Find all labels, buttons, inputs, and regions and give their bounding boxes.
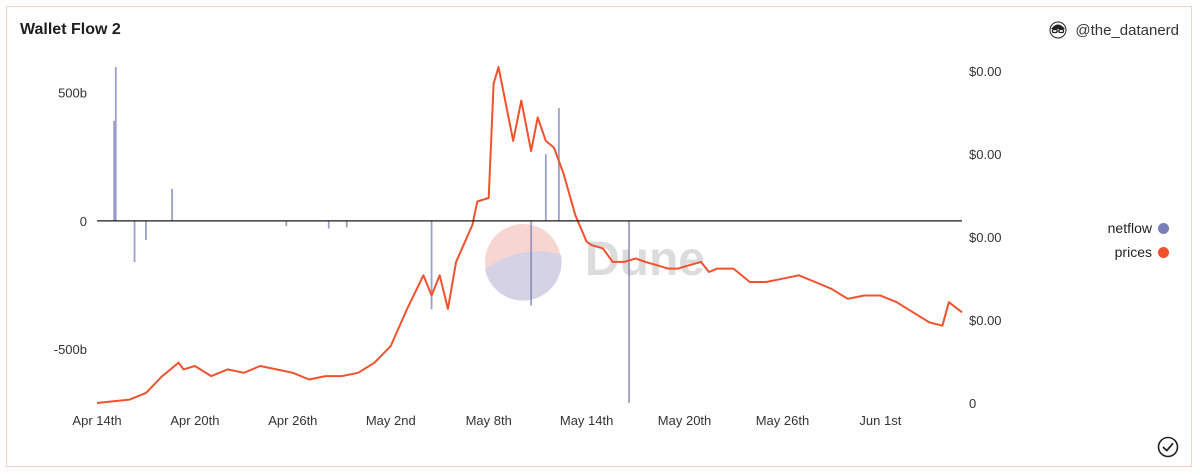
x-tick-label: May 20th [658, 413, 711, 428]
netflow-bar [113, 120, 116, 221]
netflow-bar [345, 220, 348, 228]
legend-label-netflow: netflow [1107, 220, 1152, 236]
watermark-text: Dune [585, 233, 705, 286]
netflow-bar [133, 220, 136, 262]
netflow-bar [544, 154, 547, 221]
x-tick-label: May 2nd [366, 413, 416, 428]
y-right-tick-label: $0.00 [969, 64, 1002, 79]
netflow-bar [530, 220, 533, 306]
legend-dot-netflow [1158, 222, 1169, 234]
x-tick-label: May 14th [560, 413, 613, 428]
legend-dot-prices [1158, 246, 1169, 258]
author-attribution[interactable]: @the_datanerd [1049, 21, 1179, 39]
x-tick-label: May 8th [466, 413, 512, 428]
y-right-tick-label: $0.00 [969, 313, 1002, 328]
prices-line [96, 66, 963, 404]
chart-card: Wallet Flow 2 @the_datanerd Dune 500b 0 -5… [6, 6, 1192, 467]
y-right-tick-label: 0 [969, 396, 976, 411]
y-left-tick-label: -500b [54, 342, 87, 357]
legend-label-prices: prices [1114, 244, 1152, 260]
x-tick-label: Apr 26th [268, 413, 317, 428]
y-right-tick-label: $0.00 [969, 147, 1002, 162]
chart-title: Wallet Flow 2 [20, 21, 121, 38]
x-tick-label: Apr 14th [72, 413, 121, 428]
legend-item-netflow[interactable]: netflow [1108, 216, 1169, 240]
chart-plot: Dune 500b 0 -500b $0.00 $0.00 $0.00 $0.00 0 Ap… [54, 64, 1002, 428]
netflow-bar [430, 220, 433, 310]
avatar-icon [1049, 21, 1067, 39]
legend-item-prices[interactable]: prices [1108, 240, 1169, 264]
netflow-bar [114, 67, 117, 221]
y-left-tick-label: 500b [58, 86, 87, 101]
x-tick-label: Apr 20th [170, 413, 219, 428]
netflow-bar [171, 188, 173, 221]
x-tick-label: May 26th [756, 413, 809, 428]
netflow-bar [285, 220, 288, 227]
netflow-bar [327, 220, 330, 229]
x-tick-label: Jun 1st [859, 413, 901, 428]
chart-legend: netflow prices [1108, 216, 1169, 264]
verified-check-icon[interactable] [1157, 436, 1179, 458]
y-left-tick-label: 0 [80, 214, 87, 229]
netflow-bar [557, 108, 560, 221]
y-right-tick-label: $0.00 [969, 230, 1002, 245]
netflow-bar [145, 220, 147, 241]
dune-watermark: Dune [485, 224, 705, 301]
netflow-bar [628, 220, 630, 403]
author-handle: @the_datanerd [1075, 21, 1179, 39]
watermark-logo-bottom [485, 251, 562, 301]
